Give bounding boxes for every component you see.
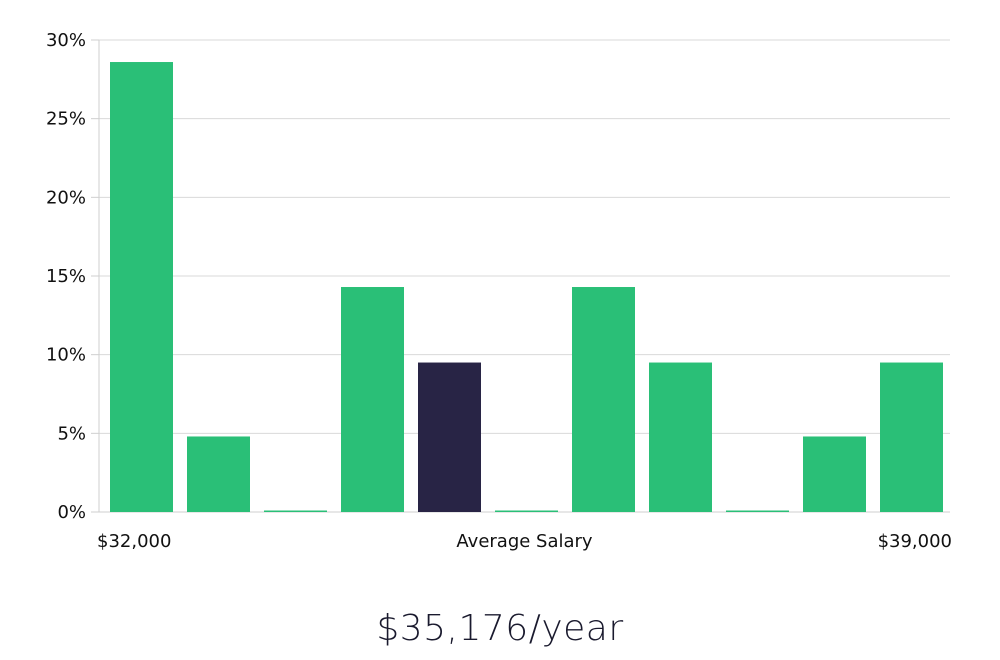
salary-distribution-chart: 0% 5% 10% 15% 20% 25% 30% $32,000 Average Sala… bbox=[46, 30, 952, 552]
bars bbox=[110, 62, 943, 512]
bar-average bbox=[418, 362, 481, 512]
x-axis-center-label: Average Salary bbox=[456, 531, 593, 552]
y-axis-ticks: 0% 5% 10% 15% 20% 25% 30% bbox=[46, 30, 99, 523]
y-tick-label: 20% bbox=[46, 187, 86, 208]
y-tick-label: 25% bbox=[46, 109, 86, 130]
bar bbox=[110, 62, 173, 512]
bar bbox=[803, 436, 866, 512]
bar bbox=[726, 510, 789, 512]
x-axis-end-label: $39,000 bbox=[878, 531, 952, 552]
average-salary-value: $35,176/year bbox=[376, 608, 624, 649]
bar bbox=[187, 436, 250, 512]
bar bbox=[880, 362, 943, 512]
bar bbox=[495, 510, 558, 512]
y-tick-label: 30% bbox=[46, 30, 86, 51]
x-axis-start-label: $32,000 bbox=[97, 531, 171, 552]
y-tick-label: 5% bbox=[57, 423, 86, 444]
y-tick-label: 0% bbox=[57, 502, 86, 523]
bar bbox=[264, 510, 327, 512]
bar bbox=[572, 287, 635, 512]
bar bbox=[649, 362, 712, 512]
y-tick-label: 10% bbox=[46, 345, 86, 366]
grid-lines bbox=[99, 39, 950, 434]
bar bbox=[341, 287, 404, 512]
y-tick-label: 15% bbox=[46, 266, 86, 287]
